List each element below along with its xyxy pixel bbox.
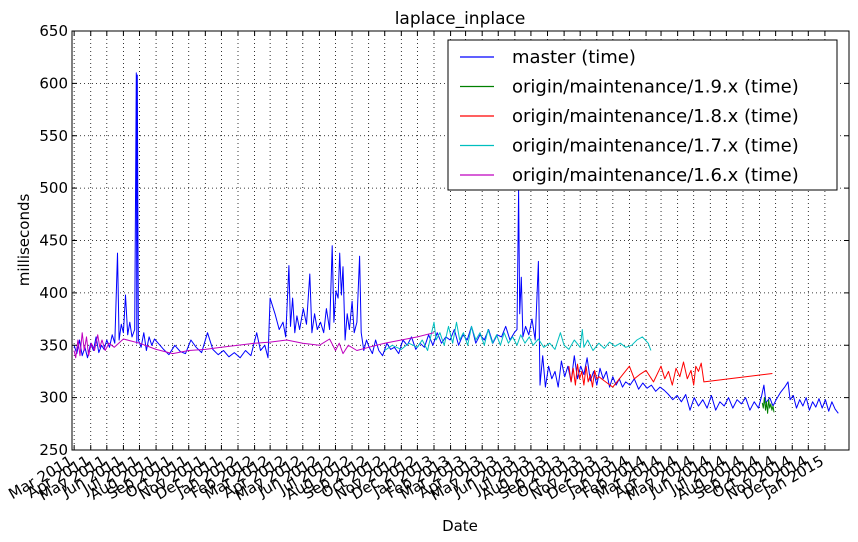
legend-label-4: origin/maintenance/1.6.x (time)	[512, 165, 799, 186]
y-tick-label: 400	[39, 284, 68, 302]
y-tick-label: 500	[39, 179, 68, 197]
y-tick-label: 300	[39, 389, 68, 407]
series-line-0	[73, 72, 839, 414]
y-tick-label: 350	[39, 336, 68, 354]
y-axis-label: milliseconds	[15, 194, 33, 287]
series-line-2	[568, 361, 773, 388]
y-axis: 250 300 350 400 450 500 550 600 650	[39, 22, 849, 459]
series-line-1	[761, 397, 775, 414]
series-line-4	[73, 332, 435, 359]
chart-title: laplace_inplace	[395, 9, 526, 29]
plot-area	[73, 72, 839, 414]
y-tick-label: 650	[39, 22, 68, 40]
legend: master (time) origin/maintenance/1.9.x (t…	[447, 39, 838, 191]
series-line-3	[384, 321, 652, 351]
legend-label-3: origin/maintenance/1.7.x (time)	[512, 136, 799, 157]
legend-label-2: origin/maintenance/1.8.x (time)	[512, 106, 799, 127]
y-tick-label: 600	[39, 74, 68, 92]
legend-box	[447, 39, 838, 191]
x-axis-label: Date	[442, 517, 478, 535]
legend-label-0: master (time)	[512, 47, 636, 68]
y-tick-label: 550	[39, 127, 68, 145]
y-tick-label: 450	[39, 232, 68, 250]
y-tick-label: 250	[39, 441, 68, 459]
legend-label-1: origin/maintenance/1.9.x (time)	[512, 77, 799, 98]
